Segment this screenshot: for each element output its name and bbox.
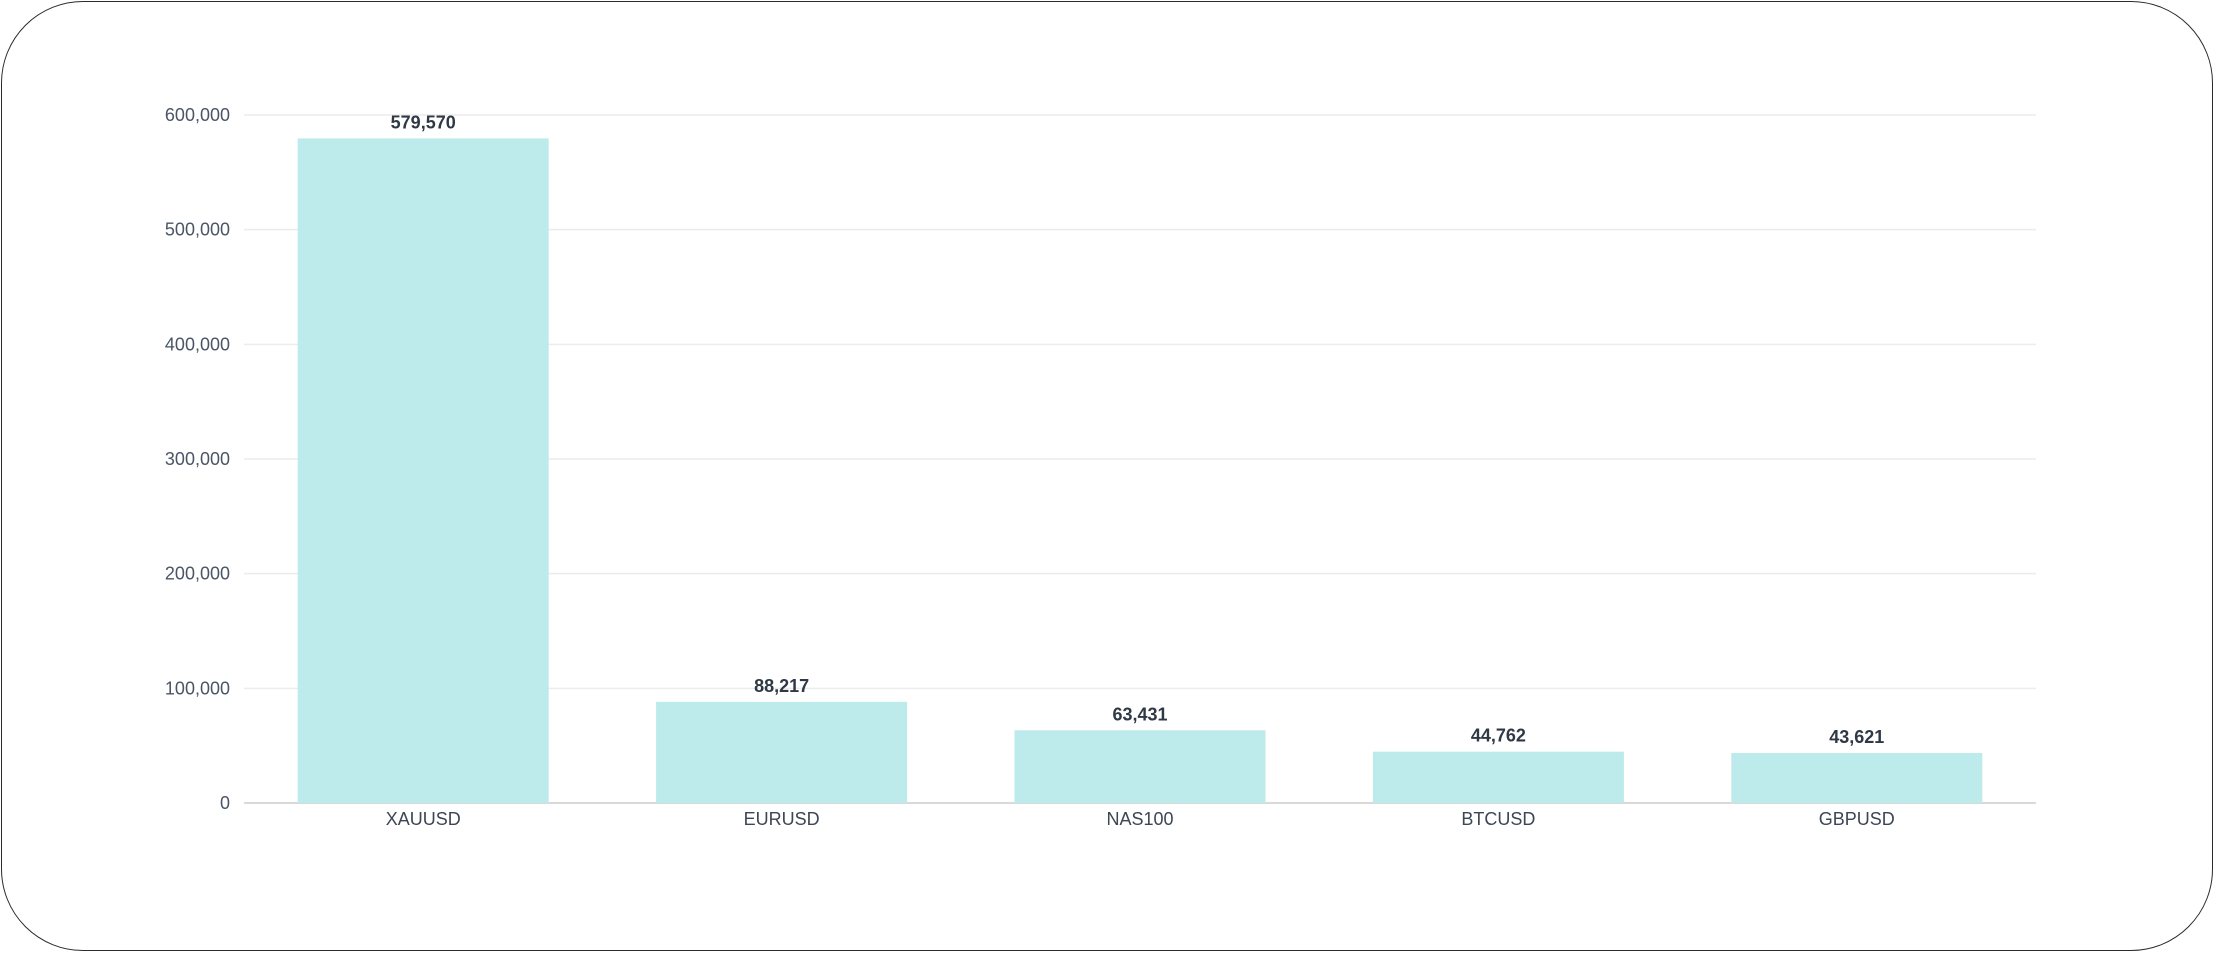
y-tick-label: 300,000	[165, 449, 230, 469]
bar-gbpusd[interactable]	[1731, 752, 1983, 803]
y-tick-label: 400,000	[165, 334, 230, 354]
x-tick-label: NAS100	[1106, 809, 1173, 829]
y-tick-label: 200,000	[165, 564, 230, 584]
x-axis: XAUUSD EURUSD NAS100 BTCUSD GBPUSD	[386, 809, 1895, 829]
y-tick-label: 500,000	[165, 220, 230, 240]
x-tick-label: EURUSD	[744, 809, 820, 829]
data-label: 63,431	[1112, 704, 1167, 724]
data-label: 579,570	[391, 112, 456, 132]
bar-xauusd[interactable]	[297, 138, 549, 804]
bar-eurusd[interactable]	[656, 701, 908, 803]
y-tick-label: 100,000	[165, 678, 230, 698]
x-tick-label: XAUUSD	[386, 809, 461, 829]
bar-btcusd[interactable]	[1372, 751, 1624, 803]
data-label: 88,217	[754, 676, 809, 696]
x-tick-label: GBPUSD	[1819, 809, 1895, 829]
y-tick-label: 600,000	[165, 105, 230, 125]
data-label: 43,621	[1829, 727, 1884, 747]
y-axis: 0 100,000 200,000 300,000 400,000 500,000 600,…	[165, 105, 230, 813]
bar-nas100[interactable]	[1014, 730, 1266, 803]
y-tick-label: 0	[220, 793, 230, 813]
bars: 579,570 88,217 63,431 44,762 43,621	[297, 112, 1983, 804]
data-label: 44,762	[1471, 726, 1526, 746]
x-tick-label: BTCUSD	[1461, 809, 1535, 829]
